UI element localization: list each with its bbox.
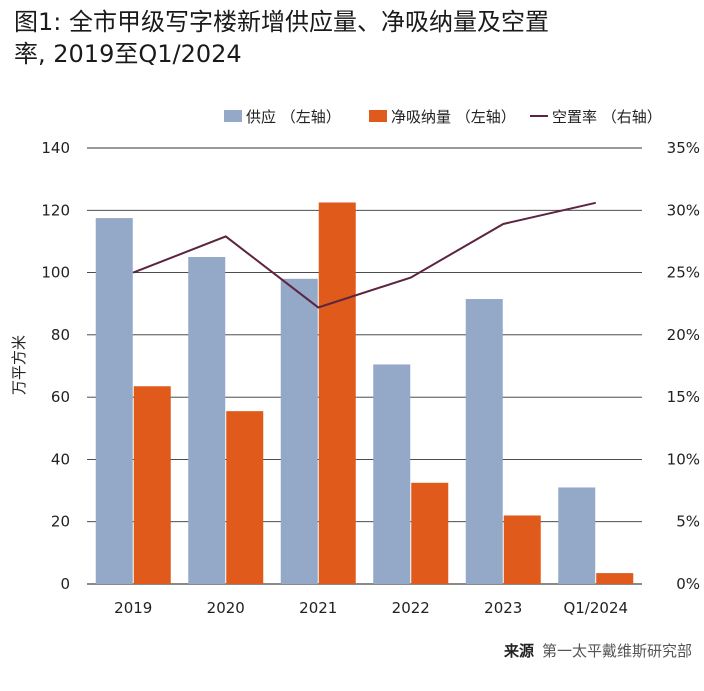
right-tick-label: 30% [667,201,700,219]
chart-title-line-2: 率, 2019至Q1/2024 [14,40,242,68]
absorption-bar [596,573,634,584]
source-text: 第一太平戴维斯研究部 [541,642,692,660]
bars [95,202,634,585]
right-tick-label: 0% [676,575,700,593]
chart: 0 20 40 60 80 100 120 140 0% 5% 10% 15% 20% 25% 30% 35… [10,108,700,617]
vacancy-rate-line [132,201,596,309]
right-tick-label: 5% [676,513,700,531]
y-axis-label: 万平方米 [10,335,28,395]
supply-bar [558,487,596,584]
right-axis-ticks: 0% 5% 10% 15% 20% 25% 30% 35% [667,139,700,593]
right-tick-label: 35% [667,139,700,157]
legend-label: 净吸纳量 （左轴） [391,108,516,126]
supply-bar [95,218,133,585]
right-tick-label: 25% [667,264,700,282]
chart-title-line-1: 图1: 全市甲级写字楼新增供应量、净吸纳量及空置 [14,8,549,36]
right-tick-label: 15% [667,388,700,406]
source-note: 来源 第一太平戴维斯研究部 [504,640,692,661]
legend-label: 空置率 （右轴） [552,108,662,126]
supply-bar [465,299,503,584]
x-tick-label: 2023 [484,599,522,617]
absorption-bar [503,515,541,584]
left-tick-label: 0 [60,575,70,593]
chart-title: 图1: 全市甲级写字楼新增供应量、净吸纳量及空置 率, 2019至Q1/2024 [14,6,674,70]
left-tick-label: 140 [41,139,70,157]
vacancy-line-series [132,201,596,309]
absorption-bar [318,202,356,584]
x-tick-label: 2019 [114,599,152,617]
right-tick-label: 10% [667,450,700,468]
left-tick-label: 40 [51,450,70,468]
legend: 供应 （左轴） 净吸纳量 （左轴） 空置率 （右轴） [224,108,662,126]
x-tick-label: 2021 [299,599,337,617]
source-label: 来源 [503,642,534,660]
x-axis-ticks: 2019 2020 2021 2022 2023 Q1/2024 [114,599,628,617]
left-tick-label: 20 [51,513,70,531]
right-tick-label: 20% [667,326,700,344]
supply-bar [280,278,318,584]
supply-bar [373,364,411,584]
legend-item-absorption: 净吸纳量 （左轴） [369,108,516,126]
supply-bar [188,257,226,584]
x-tick-label: 2020 [207,599,245,617]
grid-lines [87,147,642,585]
x-tick-label: Q1/2024 [563,599,628,617]
left-tick-label: 100 [41,264,70,282]
legend-item-supply: 供应 （左轴） [224,108,341,126]
legend-swatch [369,110,387,122]
left-tick-label: 80 [51,326,70,344]
absorption-bar [226,411,264,584]
legend-item-vacancy: 空置率 （右轴） [530,108,662,126]
x-tick-label: 2022 [392,599,430,617]
left-tick-label: 120 [41,201,70,219]
legend-swatch [224,110,242,122]
left-tick-label: 60 [51,388,70,406]
legend-label: 供应 （左轴） [246,108,341,126]
absorption-bar [133,386,171,584]
absorption-bar [411,482,449,584]
left-axis-ticks: 0 20 40 60 80 100 120 140 [41,139,70,593]
